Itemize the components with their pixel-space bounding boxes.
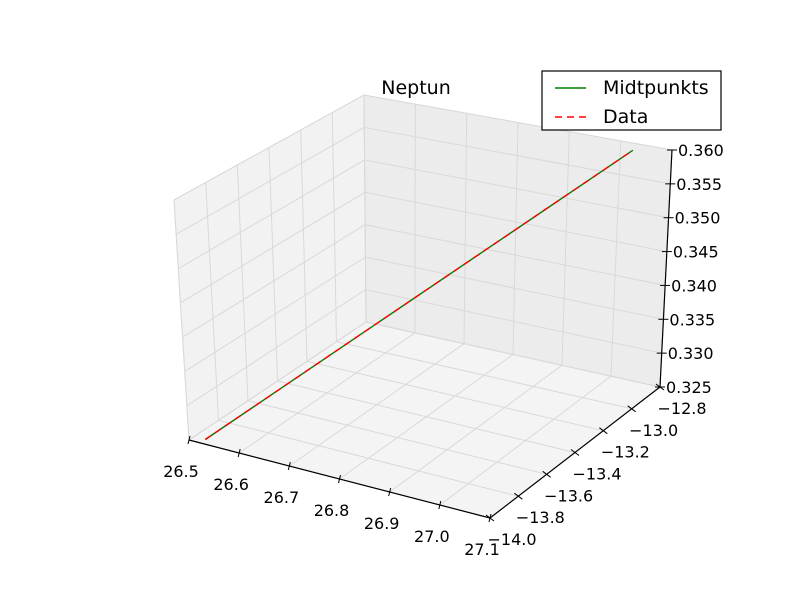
y-tick-label: −13.8 <box>516 508 565 527</box>
z-tick-label: 0.325 <box>666 378 712 397</box>
y-tick-label: −13.2 <box>601 443 650 462</box>
grid-line-z <box>186 289 662 407</box>
legend-label-2: Data <box>603 106 648 128</box>
y-tick-label: −13.6 <box>544 486 593 505</box>
y-tick <box>514 492 523 500</box>
z-tick-label: 0.345 <box>673 243 719 262</box>
z-tick-label: 0.340 <box>671 276 717 295</box>
x-tick-label: 27.1 <box>464 540 500 559</box>
x-tick <box>438 500 442 510</box>
x-tick <box>338 474 341 484</box>
grid-lines <box>173 94 673 519</box>
y-tick-label: −14.0 <box>487 530 536 549</box>
grid-line-z <box>173 94 673 201</box>
y-tick <box>485 514 495 522</box>
legend-box <box>541 70 722 131</box>
grid-line-z <box>182 224 666 338</box>
y-tick <box>599 427 608 435</box>
x-tick-label: 27.0 <box>414 527 450 546</box>
y-tick <box>542 470 551 478</box>
x-tick-label: 26.8 <box>314 501 350 520</box>
z-tick-label: 0.360 <box>678 141 724 160</box>
y-tick-label: −13.4 <box>572 465 621 484</box>
x-tick-label: 26.7 <box>264 488 300 507</box>
chart-title: Neptun <box>381 77 451 99</box>
y-tick-label: −12.8 <box>657 399 706 418</box>
grid-line-z <box>188 321 661 441</box>
z-tick-label: 0.335 <box>669 310 715 329</box>
z-tick-label: 0.350 <box>675 209 721 228</box>
series-lines <box>204 149 634 441</box>
x-tick <box>388 487 392 497</box>
tick-labels: 26.5 26.6 26.7 26.8 26.9 27.0 27.1−14.0 −13.8 −1… <box>163 141 724 559</box>
z-axis-line <box>659 149 673 388</box>
legend: Midtpunkts Data <box>541 70 722 131</box>
x-tick <box>187 435 191 445</box>
series-line-2 <box>204 149 634 441</box>
x-tick-label: 26.5 <box>163 462 199 481</box>
grid-line-z <box>175 126 671 235</box>
y-tick-label: −13.0 <box>629 421 678 440</box>
grid-line-z <box>184 256 664 372</box>
x-tick <box>237 448 241 458</box>
x-tick-label: 26.6 <box>213 475 249 494</box>
z-tick-label: 0.355 <box>676 175 722 194</box>
grid-line-z <box>178 159 669 270</box>
z-tick-label: 0.330 <box>668 344 714 363</box>
legend-label-1: Midtpunkts <box>603 77 709 99</box>
x-tick-label: 26.9 <box>364 514 400 533</box>
x-tick <box>287 461 291 471</box>
y-tick <box>627 405 636 413</box>
tick-marks <box>187 149 677 523</box>
y-tick <box>570 449 580 456</box>
grid-line-z <box>180 191 667 304</box>
